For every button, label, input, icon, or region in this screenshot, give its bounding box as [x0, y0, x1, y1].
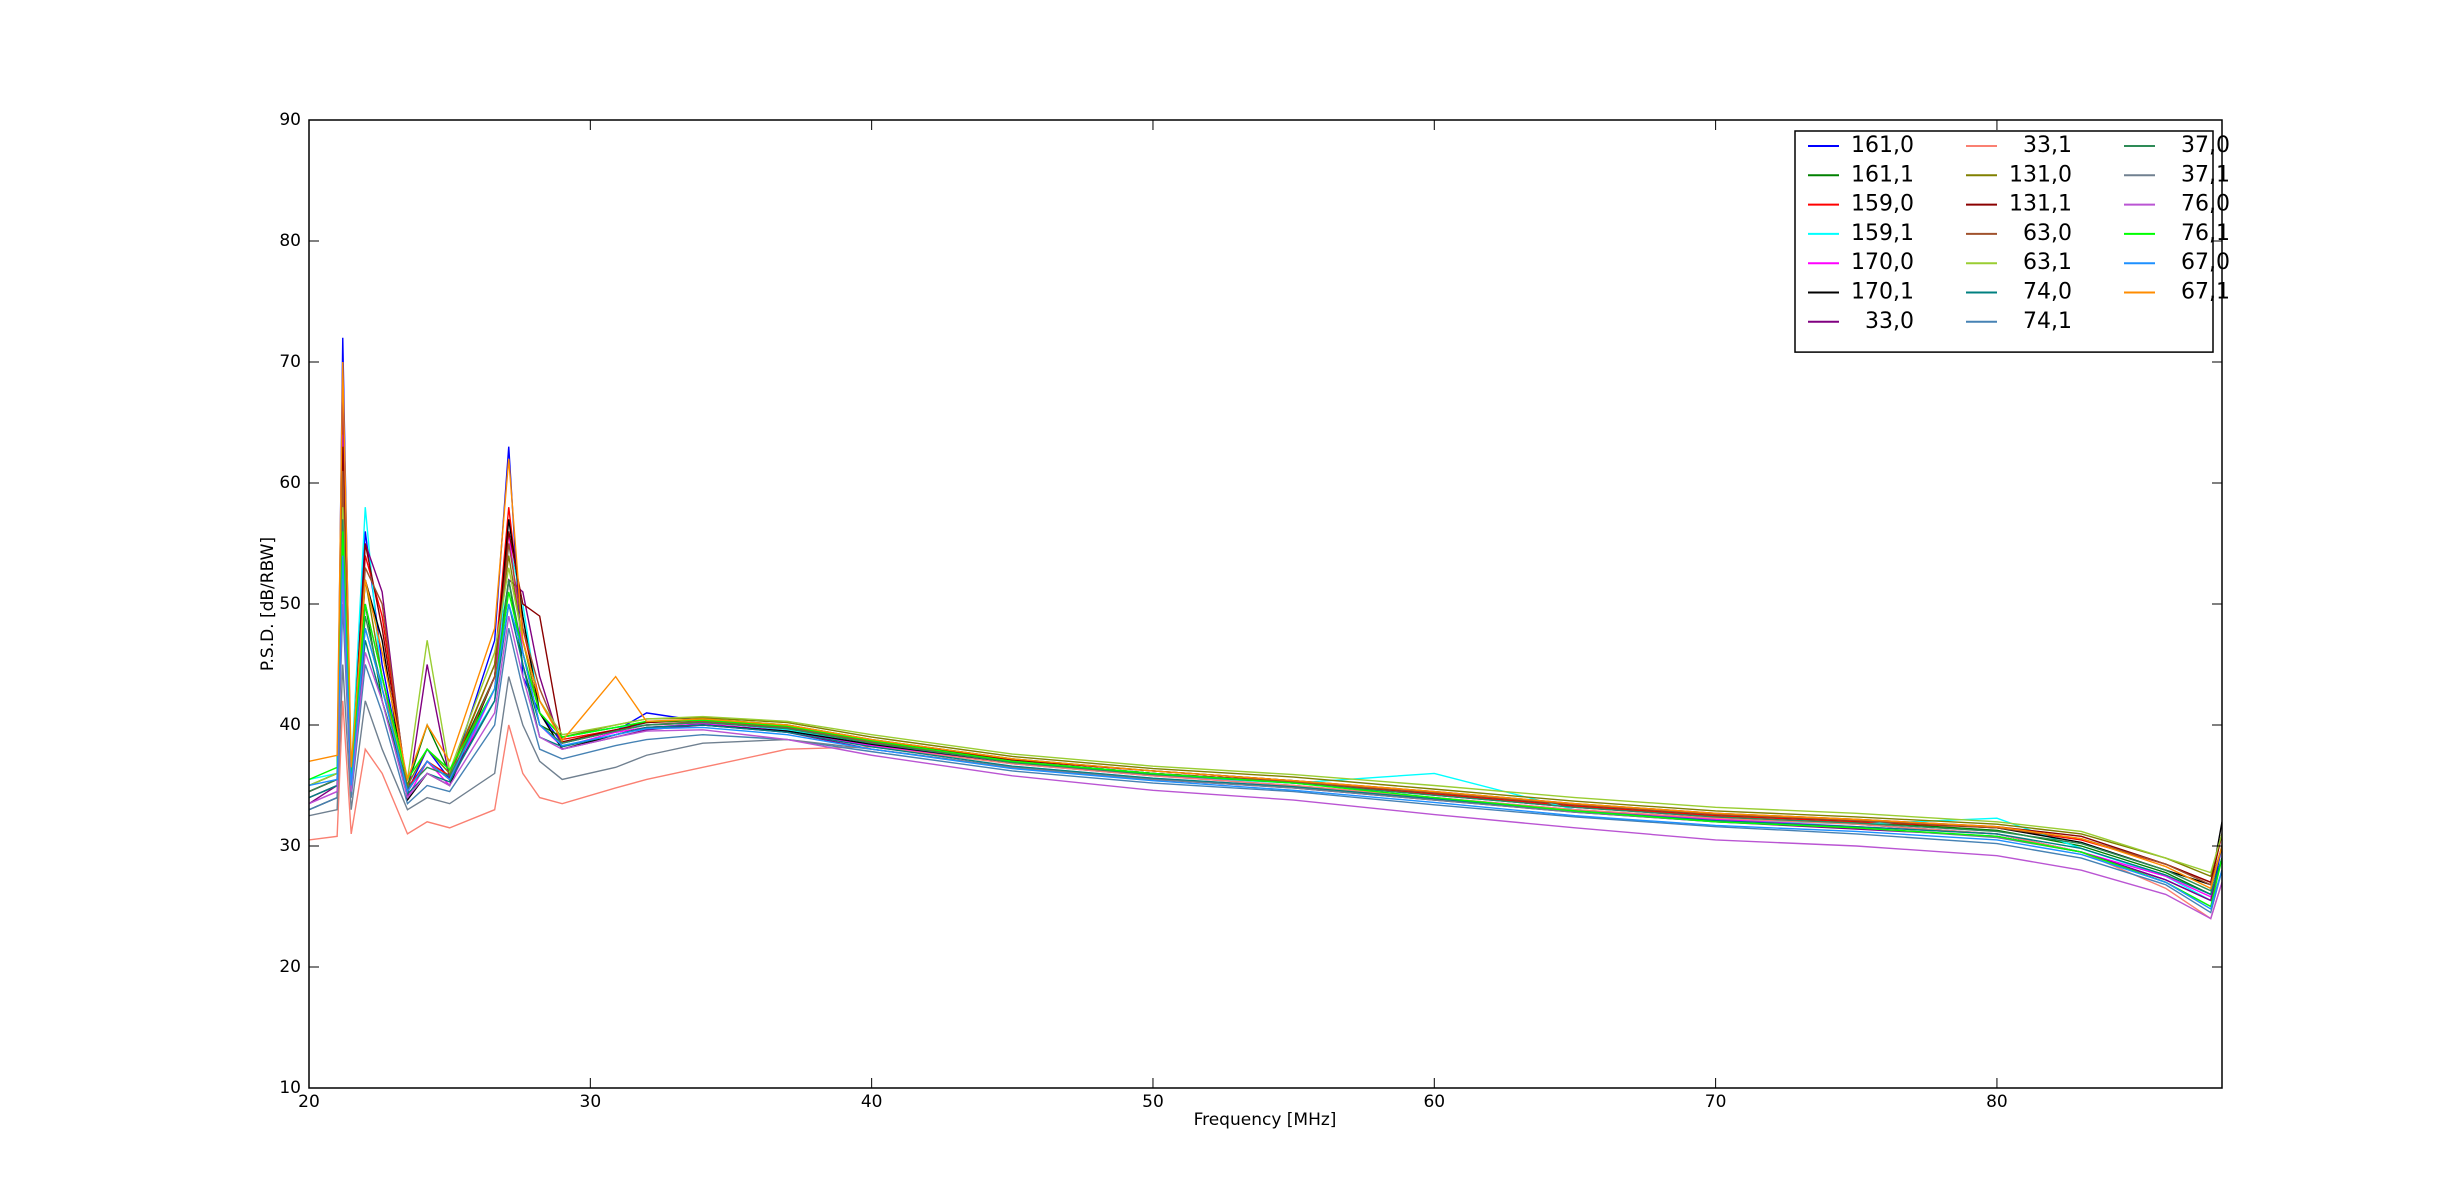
- y-tick-label: 20: [279, 957, 301, 977]
- y-tick-label: 90: [279, 110, 301, 130]
- legend: 161,0 161,1 159,0 159,1 170,0 170,1 33,0 33,1 13…: [1794, 130, 2230, 353]
- y-tick-label: 10: [279, 1078, 301, 1098]
- series-line: [309, 543, 2222, 896]
- legend-label: 161,1: [1851, 162, 1914, 187]
- legend-label: 33,1: [2023, 133, 2072, 158]
- series-line: [309, 700, 2222, 920]
- legend-label: 159,0: [1851, 192, 1914, 217]
- x-tick-label: 40: [861, 1092, 883, 1112]
- series-line: [309, 446, 2222, 884]
- x-tick-label: 70: [1705, 1092, 1727, 1112]
- y-axis-label: P.S.D. [dB/RBW]: [258, 537, 278, 671]
- legend-label: 131,1: [2009, 192, 2072, 217]
- legend-label: 63,1: [2023, 250, 2072, 275]
- series-line: [309, 410, 2222, 884]
- legend-label: 76,0: [2181, 192, 2230, 217]
- legend-label: 170,0: [1851, 250, 1914, 275]
- y-tick-label: 80: [279, 231, 301, 251]
- series-line: [309, 507, 2222, 874]
- x-tick-label: 60: [1423, 1092, 1445, 1112]
- y-tick-label: 50: [279, 594, 301, 614]
- series-line: [309, 482, 2222, 878]
- legend-label: 74,1: [2023, 309, 2072, 334]
- legend-label: 37,0: [2181, 133, 2230, 158]
- legend-label: 170,1: [1851, 280, 1914, 305]
- legend-box: [1794, 130, 2214, 353]
- series-line: [309, 361, 2222, 890]
- series-line: [309, 507, 2222, 902]
- legend-label: 161,0: [1851, 133, 1914, 158]
- series-line: [309, 519, 2222, 892]
- x-axis-label: Frequency [MHz]: [1194, 1110, 1337, 1130]
- series-line: [309, 603, 2222, 914]
- y-tick-label: 70: [279, 352, 301, 372]
- y-tick-label: 30: [279, 836, 301, 856]
- legend-label: 67,1: [2181, 280, 2230, 305]
- legend-label: 33,0: [1865, 309, 1914, 334]
- legend-label: 37,1: [2181, 162, 2230, 187]
- legend-label: 63,0: [2023, 221, 2072, 246]
- series-line: [309, 337, 2222, 902]
- series-line: [309, 470, 2222, 886]
- legend-label: 76,1: [2181, 221, 2230, 246]
- x-tick-label: 20: [298, 1092, 320, 1112]
- legend-label: 74,0: [2023, 280, 2072, 305]
- series-line: [309, 579, 2222, 920]
- legend-label: 159,1: [1851, 221, 1914, 246]
- series-line: [309, 386, 2222, 902]
- x-tick-label: 80: [1986, 1092, 2008, 1112]
- series-line: [309, 531, 2222, 908]
- x-tick-label: 50: [1142, 1092, 1164, 1112]
- legend-label: 67,0: [2181, 250, 2230, 275]
- y-tick-label: 40: [279, 715, 301, 735]
- y-tick-label: 60: [279, 473, 301, 493]
- x-tick-label: 30: [580, 1092, 602, 1112]
- series-line: [309, 555, 2222, 910]
- legend-label: 131,0: [2009, 162, 2072, 187]
